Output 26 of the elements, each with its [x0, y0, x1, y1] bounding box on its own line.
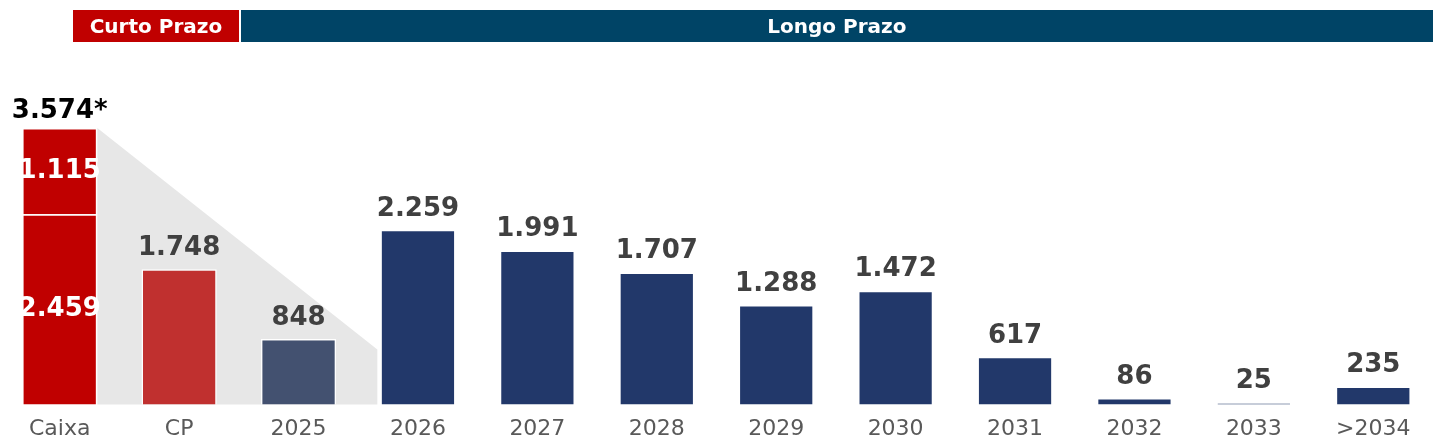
x-tick-label: >2034: [1336, 414, 1411, 440]
data-label: 1.288: [735, 266, 818, 297]
data-label: 1.707: [615, 234, 698, 265]
total-label: 3.574*: [11, 93, 109, 124]
data-label: 86: [1116, 359, 1153, 390]
x-tick-label: 2030: [867, 414, 924, 440]
text: Longo Prazo: [240, 10, 1433, 42]
data-label: 25: [1235, 364, 1272, 395]
x-tick-label: 2032: [1106, 414, 1163, 440]
x-tick-label: 2025: [270, 414, 327, 440]
data-label: 1.991: [496, 212, 579, 243]
x-tick-label: 2027: [509, 414, 566, 440]
x-tick-label: 2031: [987, 414, 1044, 440]
x-tick-label: 2028: [628, 414, 685, 440]
x-tick-label: 2026: [389, 414, 446, 440]
data-label: 617: [987, 318, 1043, 349]
data-label: 2.259: [376, 191, 460, 222]
data-label: 848: [271, 300, 326, 331]
x-tick-label: 2029: [748, 414, 805, 440]
x-tick-label: Caixa: [28, 414, 91, 440]
data-label: 1.748: [138, 231, 221, 262]
text: Curto Prazo: [73, 10, 239, 42]
x-tick-label: 2033: [1225, 414, 1282, 440]
x-tick-label: CP: [164, 414, 194, 440]
data-label: 1.472: [854, 252, 937, 283]
data-label: 235: [1346, 348, 1401, 379]
